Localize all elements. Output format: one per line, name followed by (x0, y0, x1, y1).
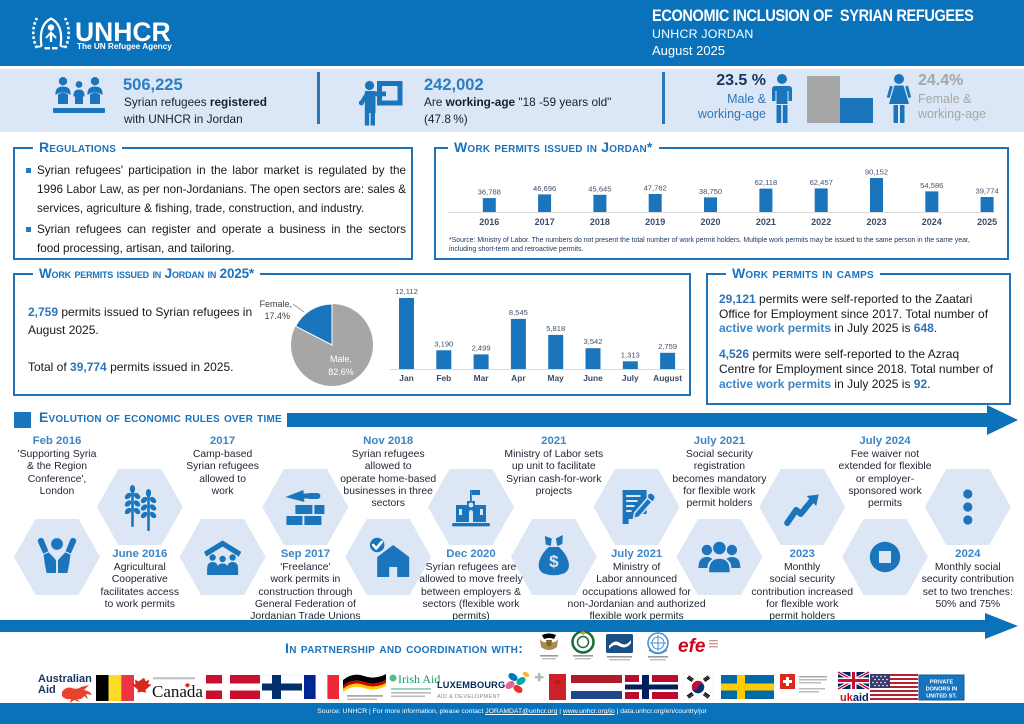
svg-text:LUXEMBOURG: LUXEMBOURG (437, 680, 505, 690)
svg-text:62,457: 62,457 (810, 178, 833, 187)
svg-text:2,759: 2,759 (658, 342, 677, 351)
svg-text:ukaid: ukaid (840, 692, 869, 704)
svg-text:8,545: 8,545 (509, 308, 528, 317)
svg-text:2021: 2021 (756, 217, 776, 227)
svg-text:5,818: 5,818 (546, 324, 565, 333)
svg-text:45,645: 45,645 (588, 184, 611, 193)
svg-text:Feb: Feb (436, 373, 451, 383)
svg-text:DONORS IN: DONORS IN (926, 687, 958, 693)
svg-text:Apr: Apr (511, 373, 526, 383)
svg-text:Irish Aid: Irish Aid (398, 672, 440, 686)
svg-text:2018: 2018 (590, 217, 610, 227)
svg-text:2020: 2020 (700, 217, 720, 227)
svg-text:12,112: 12,112 (395, 287, 418, 296)
svg-text:$: $ (549, 552, 559, 571)
svg-text:47,762: 47,762 (644, 184, 667, 193)
svg-text:Mar: Mar (474, 373, 490, 383)
svg-text:1,313: 1,313 (621, 350, 640, 359)
svg-text:2022: 2022 (811, 217, 831, 227)
svg-text:3,190: 3,190 (434, 339, 453, 348)
svg-text:90,152: 90,152 (865, 168, 888, 177)
svg-text:June: June (583, 373, 603, 383)
svg-text:2019: 2019 (645, 217, 665, 227)
svg-text:17.4%: 17.4% (264, 311, 290, 321)
svg-text:Jan: Jan (399, 373, 413, 383)
svg-text:2017: 2017 (535, 217, 555, 227)
svg-text:2,499: 2,499 (472, 343, 491, 352)
svg-text:2024: 2024 (922, 217, 942, 227)
svg-text:2016: 2016 (479, 217, 499, 227)
svg-text:Female,: Female, (259, 299, 292, 309)
svg-text:Canada: Canada (152, 682, 203, 701)
svg-text:36,788: 36,788 (478, 188, 501, 197)
svg-text:38,750: 38,750 (699, 187, 722, 196)
svg-text:Male,: Male, (330, 354, 352, 364)
svg-text:UNITED ST.: UNITED ST. (926, 694, 957, 700)
svg-text:Australian: Australian (38, 673, 92, 685)
svg-text:46,696: 46,696 (533, 184, 556, 193)
svg-text:efe: efe (678, 636, 706, 657)
svg-text:August: August (653, 373, 682, 383)
svg-text:2025: 2025 (977, 217, 997, 227)
svg-text:Aid: Aid (38, 684, 56, 696)
svg-text:PRIVATE: PRIVATE (930, 680, 954, 686)
svg-text:39,774: 39,774 (975, 187, 998, 196)
svg-text:54,586: 54,586 (920, 181, 943, 190)
svg-text:82.6%: 82.6% (328, 367, 354, 377)
svg-text:3,542: 3,542 (583, 337, 602, 346)
svg-text:July: July (622, 373, 639, 383)
svg-text:May: May (548, 373, 565, 383)
svg-text:2023: 2023 (866, 217, 886, 227)
svg-text:AID & DEVELOPMENT: AID & DEVELOPMENT (437, 694, 501, 700)
svg-text:62,118: 62,118 (755, 178, 778, 187)
